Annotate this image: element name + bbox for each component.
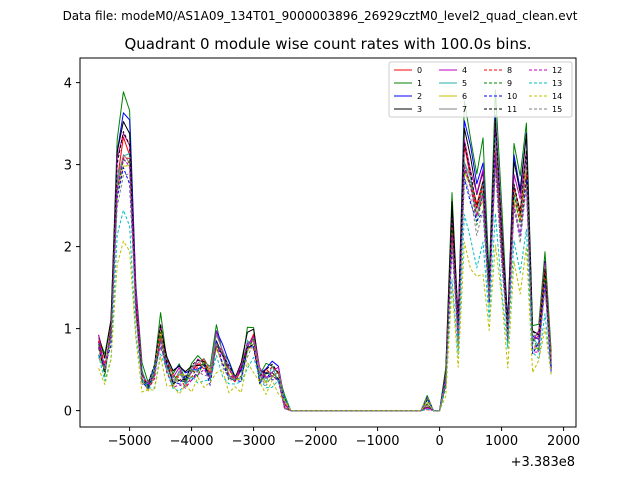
legend-label: 2 bbox=[417, 92, 422, 101]
legend-label: 4 bbox=[462, 66, 467, 75]
legend-label: 15 bbox=[552, 105, 562, 114]
y-tick-label: 4 bbox=[64, 77, 72, 92]
legend-label: 9 bbox=[507, 79, 512, 88]
x-offset-label: +3.383e8 bbox=[511, 455, 575, 470]
legend-label: 0 bbox=[417, 66, 422, 75]
x-axis: −5000 −4000 −3000 −2000 −1000 0 1000 2000 bbox=[108, 427, 580, 449]
legend-label: 1 bbox=[417, 79, 422, 88]
series-group bbox=[98, 89, 552, 412]
x-tick-label: −3000 bbox=[232, 434, 276, 449]
y-tick-label: 2 bbox=[64, 241, 72, 256]
plot-frame bbox=[79, 57, 577, 428]
x-tick-label: 2000 bbox=[547, 434, 580, 449]
legend-frame bbox=[388, 61, 573, 118]
x-tick-label: −1000 bbox=[356, 434, 400, 449]
legend-label: 8 bbox=[507, 66, 512, 75]
y-tick-label: 3 bbox=[64, 159, 72, 174]
series-line-13 bbox=[98, 209, 552, 412]
legend-label: 10 bbox=[507, 92, 517, 101]
legend-label: 5 bbox=[462, 79, 467, 88]
legend-label: 6 bbox=[462, 92, 467, 101]
legend-label: 3 bbox=[417, 105, 422, 114]
legend-label: 13 bbox=[552, 79, 562, 88]
x-tick-label: −5000 bbox=[108, 434, 152, 449]
legend-label: 11 bbox=[507, 105, 517, 114]
x-tick-label: 0 bbox=[435, 434, 443, 449]
series-line-14 bbox=[98, 240, 552, 412]
x-tick-label: −2000 bbox=[294, 434, 338, 449]
chart-title: Quadrant 0 module wise count rates with … bbox=[124, 35, 531, 53]
y-axis: 0 1 2 3 4 bbox=[64, 77, 80, 420]
y-tick-label: 0 bbox=[64, 405, 72, 420]
legend-label: 12 bbox=[552, 66, 562, 75]
y-tick-label: 1 bbox=[64, 323, 72, 338]
x-tick-label: −4000 bbox=[170, 434, 214, 449]
x-tick-label: 1000 bbox=[485, 434, 518, 449]
suptitle: Data file: modeM0/AS1A09_134T01_90000038… bbox=[63, 9, 578, 23]
legend-label: 7 bbox=[462, 105, 467, 114]
legend-label: 14 bbox=[552, 92, 562, 101]
series-line-11 bbox=[98, 122, 552, 412]
series-line-15 bbox=[98, 168, 552, 412]
